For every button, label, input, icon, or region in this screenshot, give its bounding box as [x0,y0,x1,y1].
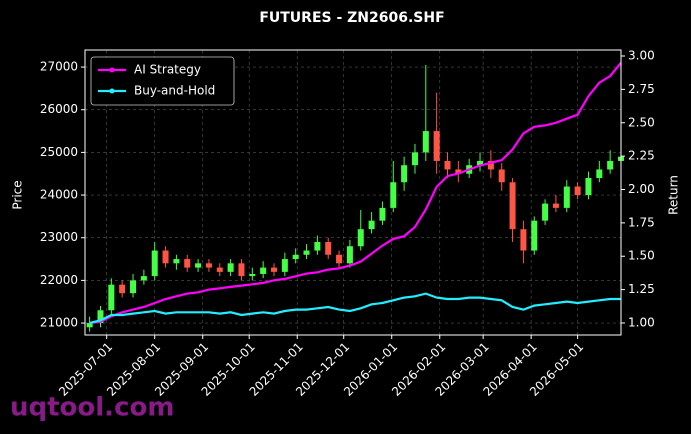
y2-tick-label: 3.00 [628,49,655,63]
candle-body [509,182,516,230]
candle-body [346,246,353,264]
candle-body [368,220,375,230]
candle-body [422,131,429,153]
candle-body [607,160,614,170]
candle-body [292,254,299,260]
candle-body [119,284,126,294]
line-series [89,62,622,325]
y2-tick-label: 1.75 [628,215,655,229]
y2-tick-label: 2.25 [628,149,655,163]
candle-body [520,229,527,251]
y2-axis-label: Return [667,175,681,215]
candle-body [563,186,570,208]
plot-area [85,50,624,335]
candle-body [314,241,321,251]
candle-body [195,263,202,268]
candle-body [411,152,418,166]
legend-box [90,56,235,106]
y-tick-label: 26000 [40,102,78,116]
candle-body [433,131,440,161]
candle-body [140,276,147,281]
candle-body [487,160,494,170]
candle-body [390,182,397,208]
y-tick-label: 23000 [40,230,78,244]
legend-marker [109,88,115,94]
plot-frame [84,49,622,336]
y2-tick-label: 2.50 [628,115,655,129]
candle-body [151,250,158,277]
candle-body [303,250,310,255]
legend-label: Buy-and-Hold [134,84,215,98]
candle-body [281,259,288,272]
y-axis-label: Price [11,180,25,209]
y2-tick-label: 1.00 [628,315,655,329]
candle-body [542,203,549,221]
watermark: uqtool.com [10,393,174,423]
candle-body [249,273,256,277]
y2-tick-label: 1.25 [628,282,655,296]
legend-label: AI Strategy [134,63,201,77]
candle-body [173,259,180,264]
candle-body [585,177,592,196]
candle-body [227,263,234,272]
candle-body [552,203,559,208]
candle-body [205,263,212,268]
y2-tick-label: 2.00 [628,182,655,196]
candle-body [86,323,93,328]
candle-body [336,254,343,264]
candle-body [162,250,169,264]
candle-body [498,169,505,183]
legend-marker [109,67,115,73]
line-series [89,292,621,325]
candle-body [260,267,267,274]
y-tick-label: 25000 [40,145,78,159]
candle-body [531,220,538,251]
y-tick-label: 21000 [40,316,78,330]
candle-body [444,160,451,170]
chart-title: FUTURES - ZN2606.SHF [259,10,444,26]
candle-body [596,169,603,178]
candle-body [216,267,223,272]
candle-body [97,310,104,324]
candle-body [238,263,245,277]
candle-body [270,267,277,272]
y-tick-label: 22000 [40,273,78,287]
candle-body [184,259,191,268]
y-tick-label: 27000 [40,60,78,74]
candle-body [130,280,137,294]
y2-tick-label: 1.50 [628,249,655,263]
candle-body [325,241,332,255]
candle-body [574,186,581,196]
candle-body [477,160,484,166]
candle-body [379,207,386,221]
y-tick-label: 24000 [40,188,78,202]
candle-body [357,229,364,247]
y2-tick-label: 2.75 [628,82,655,96]
candle-body [401,165,408,183]
candle-body [455,169,462,174]
candle-body [108,284,115,311]
